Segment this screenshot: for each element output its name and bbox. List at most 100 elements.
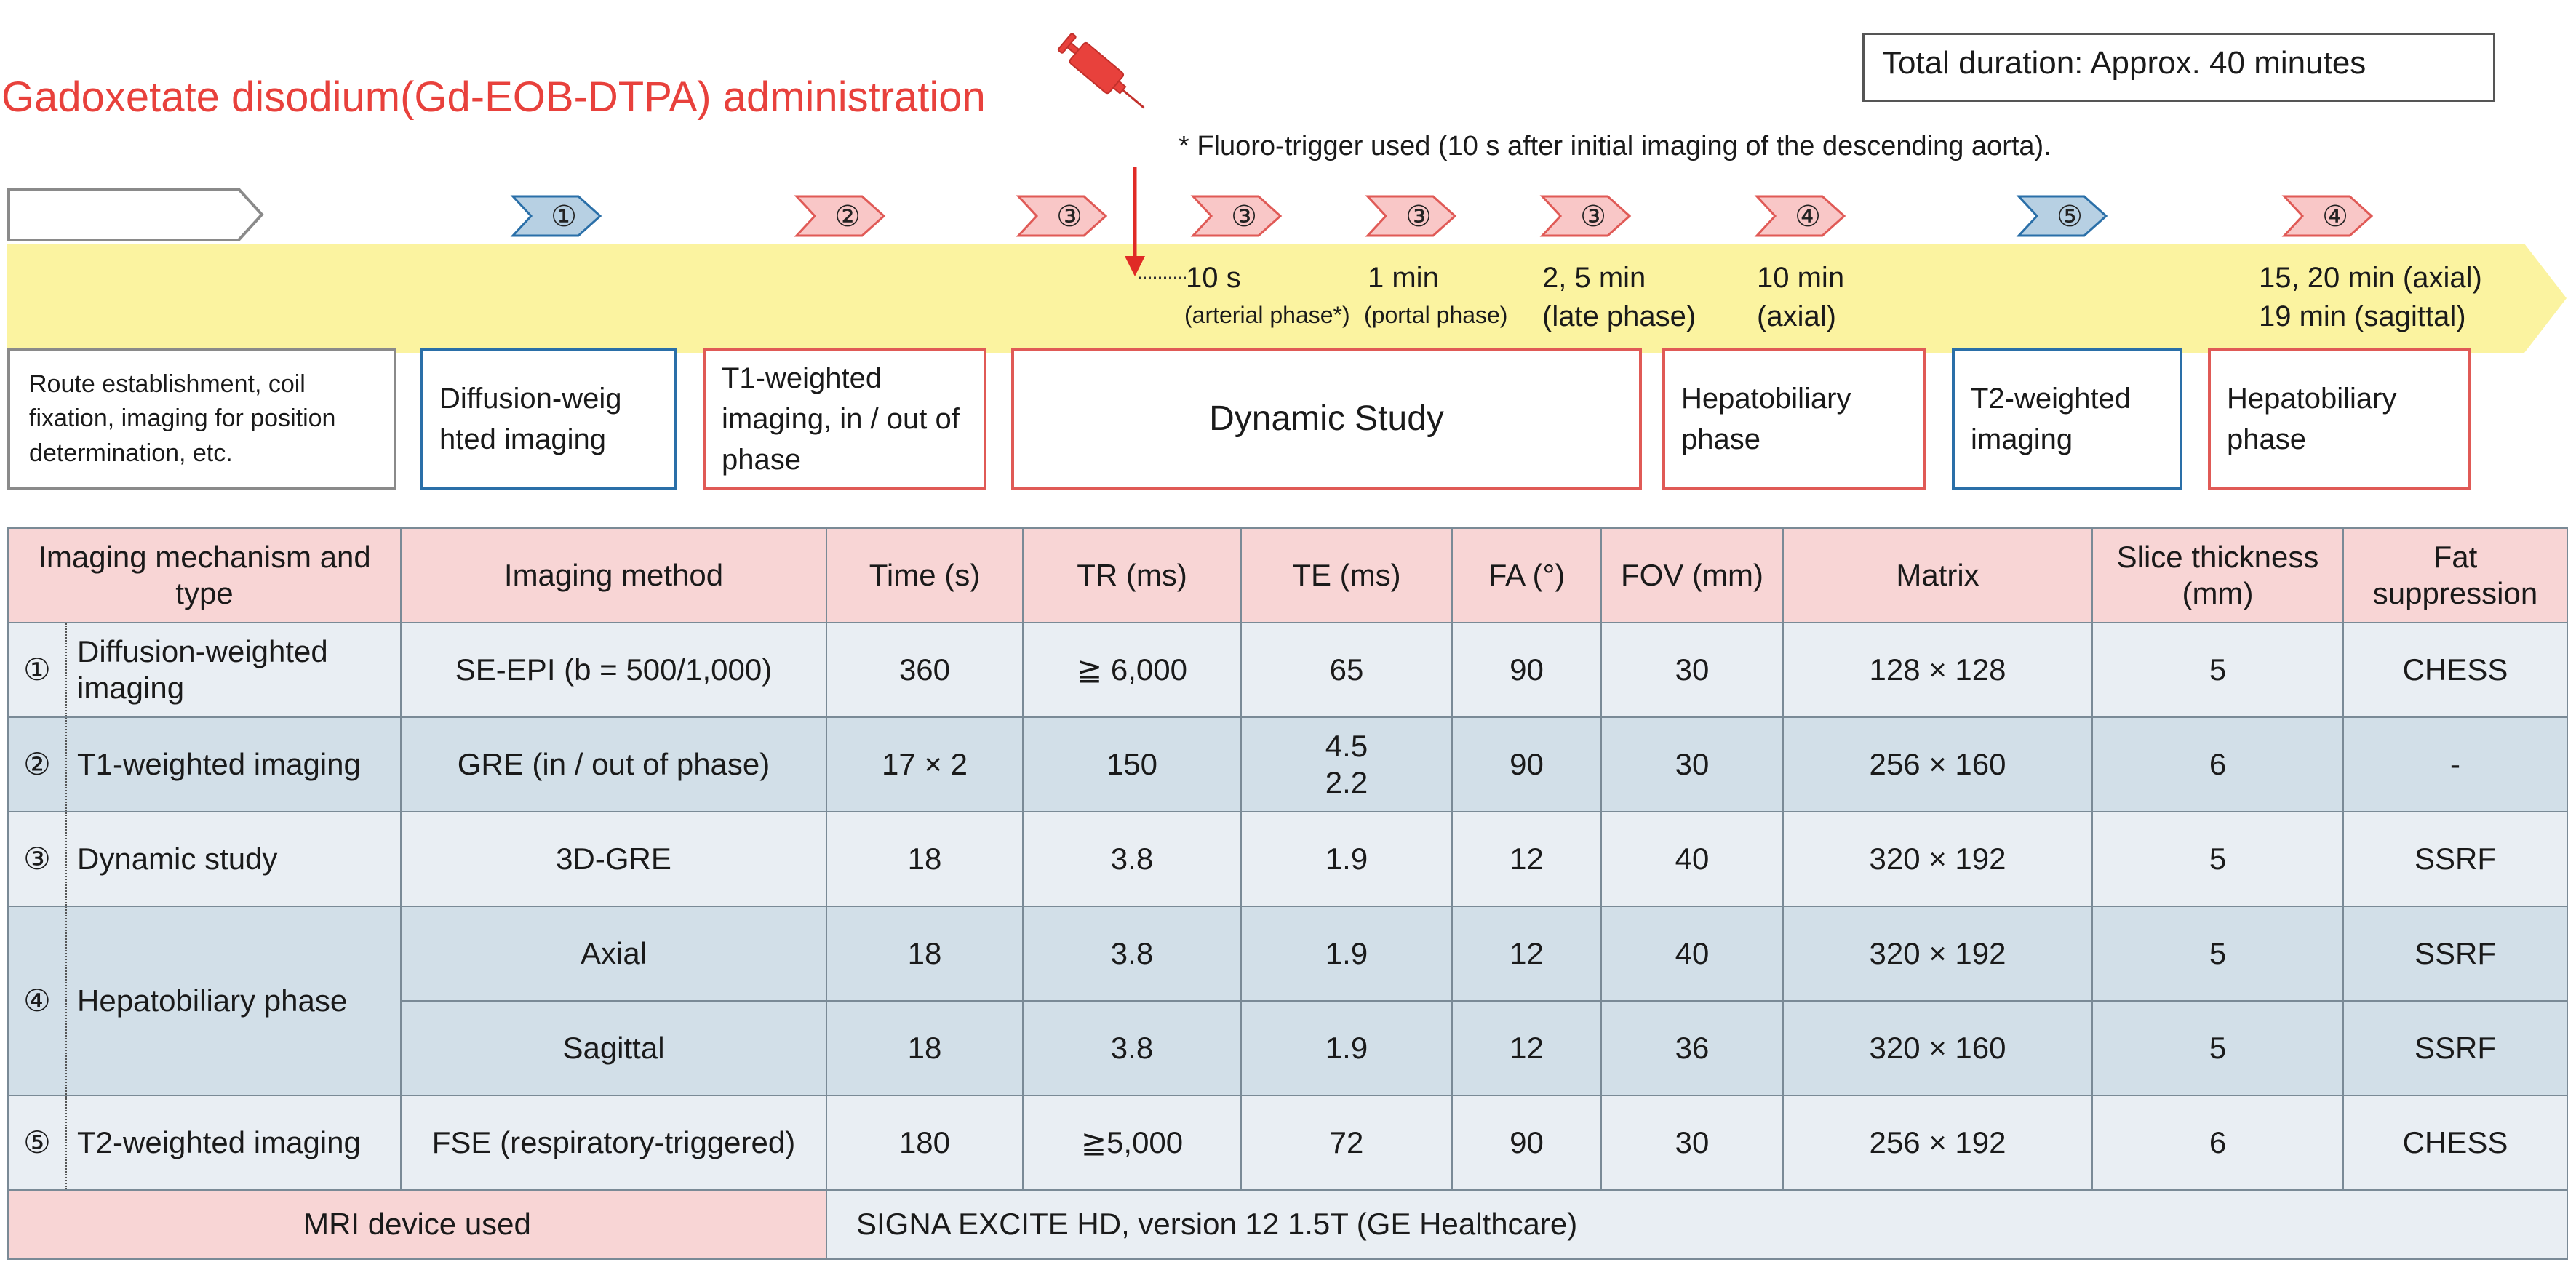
svg-text:③: ③ — [1405, 201, 1432, 233]
row-matrix: 128 × 128 — [1782, 622, 2093, 718]
row-number: ③ — [7, 811, 67, 907]
total-duration-box: Total duration: Approx. 40 minutes — [1862, 33, 2495, 102]
row-fov: 30 — [1600, 622, 1784, 718]
step-route-establishment: Route establishment, coil fixation, imag… — [7, 348, 396, 490]
svg-text:④: ④ — [2322, 201, 2348, 233]
row-te: 65 — [1240, 622, 1453, 718]
row-time: 18 — [826, 906, 1024, 1002]
syringe-icon — [1057, 33, 1145, 109]
row-fa: 90 — [1451, 716, 1602, 812]
page-title: Gadoxetate disodium(Gd-EOB-DTPA) adminis… — [1, 73, 986, 121]
row-fat: CHESS — [2342, 622, 2568, 718]
row-matrix: 320 × 192 — [1782, 811, 2093, 907]
row-matrix: 320 × 160 — [1782, 1000, 2093, 1096]
row-mechanism: Dynamic study — [66, 811, 402, 907]
device-label: MRI device used — [7, 1189, 827, 1260]
row-tr: ≧5,000 — [1022, 1095, 1242, 1191]
row-slice: 6 — [2091, 716, 2344, 812]
row-fov: 40 — [1600, 811, 1784, 907]
row-te: 1.9 — [1240, 906, 1453, 1002]
step-dynamic-study: Dynamic Study — [1011, 348, 1642, 490]
row-fa: 12 — [1451, 1000, 1602, 1096]
svg-text:③: ③ — [1231, 201, 1257, 233]
row-method: GRE (in / out of phase) — [400, 716, 827, 812]
row-method: FSE (respiratory-triggered) — [400, 1095, 827, 1191]
row-mechanism: T2-weighted imaging — [66, 1095, 402, 1191]
row-time: 18 — [826, 1000, 1024, 1096]
row-number: ④ — [7, 906, 67, 1096]
row-fat: SSRF — [2342, 906, 2568, 1002]
row-fov: 40 — [1600, 906, 1784, 1002]
row-mechanism: Diffusion-weighted imaging — [66, 622, 402, 718]
marker-arrow-3: ③ — [1016, 195, 1108, 237]
header-tr: TR (ms) — [1022, 527, 1242, 623]
marker-arrow-3-late: ③ — [1539, 195, 1632, 237]
step-hepatobiliary-2: Hepatobiliary phase — [2208, 348, 2471, 490]
fluoro-trigger-note: * Fluoro-trigger used (10 s after initia… — [1179, 131, 2051, 161]
row-fov: 36 — [1600, 1000, 1784, 1096]
row-fov: 30 — [1600, 1095, 1784, 1191]
row-slice: 5 — [2091, 811, 2344, 907]
marker-label: ① — [551, 201, 577, 233]
row-tr: 3.8 — [1022, 1000, 1242, 1096]
table-header-row: Imaging mechanism and type Imaging metho… — [7, 527, 2568, 623]
row-time: 360 — [826, 622, 1024, 718]
row-number: ⑤ — [7, 1095, 67, 1191]
row-method: Axial — [400, 906, 827, 1002]
imaging-parameters-table: Imaging mechanism and type Imaging metho… — [7, 527, 2568, 1260]
row-fat: SSRF — [2342, 811, 2568, 907]
row-time: 18 — [826, 811, 1024, 907]
device-value: SIGNA EXCITE HD, version 12 1.5T (GE Hea… — [826, 1189, 2568, 1260]
time-10min-sub: (axial) — [1757, 300, 1836, 332]
table-row: ③ Dynamic study 3D-GRE 18 3.8 1.9 12 40 … — [7, 811, 2568, 907]
svg-text:⑤: ⑤ — [2057, 201, 2083, 233]
row-te-in: 4.5 — [1325, 728, 1368, 763]
row-te-out: 2.2 — [1325, 765, 1368, 799]
row-tr: ≧ 6,000 — [1022, 622, 1242, 718]
marker-arrow-3-arterial: ③ — [1190, 195, 1283, 237]
table-row: ① Diffusion-weighted imaging SE-EPI (b =… — [7, 622, 2568, 718]
step-diffusion-weighted: Diffusion-weig hted imaging — [420, 348, 677, 490]
svg-text:③: ③ — [1056, 201, 1082, 233]
row-method: SE-EPI (b = 500/1,000) — [400, 622, 827, 718]
time-1min: 1 min — [1368, 262, 1439, 294]
row-number: ② — [7, 716, 67, 812]
row-time: 180 — [826, 1095, 1024, 1191]
step-hepatobiliary-1: Hepatobiliary phase — [1662, 348, 1926, 490]
header-te: TE (ms) — [1240, 527, 1453, 623]
time-2-5min: 2, 5 min — [1542, 262, 1646, 294]
marker-arrow-1: ① — [510, 195, 602, 237]
time-15-20min: 15, 20 min (axial) — [2259, 262, 2482, 294]
row-method: Sagittal — [400, 1000, 827, 1096]
row-slice: 5 — [2091, 1000, 2344, 1096]
step-t1-weighted: T1-weighted imaging, in / out of phase — [703, 348, 986, 490]
svg-text:④: ④ — [1795, 201, 1821, 233]
row-slice: 5 — [2091, 906, 2344, 1002]
marker-arrow-3-portal: ③ — [1365, 195, 1457, 237]
row-te: 72 — [1240, 1095, 1453, 1191]
timeline-band — [7, 244, 2567, 353]
row-fa: 90 — [1451, 1095, 1602, 1191]
time-19min: 19 min (sagittal) — [2259, 300, 2466, 332]
header-fat: Fat suppression — [2342, 527, 2568, 623]
row-fat: - — [2342, 716, 2568, 812]
marker-arrow-4: ④ — [1754, 195, 1846, 237]
time-10s: 10 s — [1186, 262, 1241, 294]
row-number: ① — [7, 622, 67, 718]
row-slice: 6 — [2091, 1095, 2344, 1191]
row-matrix: 320 × 192 — [1782, 906, 2093, 1002]
header-mechanism: Imaging mechanism and type — [7, 527, 402, 623]
marker-arrow-2: ② — [794, 195, 886, 237]
table-row: Sagittal 18 3.8 1.9 12 36 320 × 160 5 SS… — [8, 1000, 2568, 1096]
row-slice: 5 — [2091, 622, 2344, 718]
time-1min-sub: (portal phase) — [1364, 302, 1508, 328]
marker-arrow-4-late: ④ — [2281, 195, 2374, 237]
header-slice: Slice thickness (mm) — [2091, 527, 2344, 623]
svg-text:③: ③ — [1580, 201, 1606, 233]
row-time: 17 × 2 — [826, 716, 1024, 812]
row-fa: 12 — [1451, 906, 1602, 1002]
row-tr: 3.8 — [1022, 906, 1242, 1002]
row-fat: CHESS — [2342, 1095, 2568, 1191]
step-t2-weighted: T2-weighted imaging — [1952, 348, 2182, 490]
device-row: MRI device used SIGNA EXCITE HD, version… — [7, 1189, 2568, 1260]
